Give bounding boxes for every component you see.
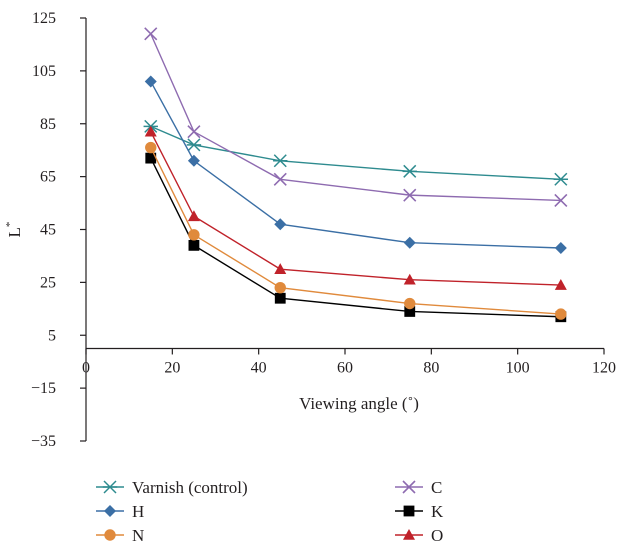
data-point [403, 236, 416, 249]
data-point [274, 281, 286, 294]
legend-item: Varnish (control) [96, 478, 248, 497]
y-tick-label: 45 [40, 222, 56, 239]
y-tick-label: −35 [31, 433, 56, 450]
data-point [145, 141, 157, 154]
series-line [150, 157, 561, 318]
x-tick-label: 80 [423, 359, 439, 376]
y-axis-title: L* [4, 222, 24, 238]
data-point [144, 75, 157, 88]
axes: 125 105 85 65 45 25 5 −15 −35 0 20 40 60 80 100 120 View… [4, 10, 616, 450]
series-line [150, 147, 561, 315]
data-point [187, 125, 201, 139]
data-point [144, 125, 157, 137]
data-point [403, 188, 417, 202]
series-5 [145, 141, 567, 320]
data-point [188, 239, 200, 251]
x-tick-label: 40 [251, 359, 267, 376]
data-point [554, 242, 567, 255]
data-point [402, 164, 417, 178]
series-2 [144, 27, 568, 207]
data-point [274, 292, 286, 304]
data-point [186, 138, 202, 152]
data-point [555, 308, 567, 320]
legend-label: Varnish (control) [132, 478, 248, 497]
y-tick-label: 5 [48, 327, 56, 344]
legend-item: K [395, 502, 444, 521]
y-tick-label: 25 [40, 274, 56, 291]
series-line [150, 81, 561, 249]
series-3 [144, 75, 567, 255]
x-axis-title: Viewing angle (˚) [299, 394, 419, 413]
y-tick-label: −15 [31, 380, 56, 397]
x-tick-label: 60 [337, 359, 353, 376]
legend-label: O [431, 526, 443, 545]
legend-item: C [395, 478, 442, 497]
y-axis-title-superscript: * [4, 222, 16, 228]
x-tick-label: 120 [592, 359, 616, 376]
series-layer [143, 27, 569, 323]
legend-marker [403, 529, 415, 540]
data-point [144, 27, 158, 41]
legend: Varnish (control) C H K N O [96, 478, 444, 545]
data-point [273, 154, 288, 168]
data-point [274, 218, 287, 231]
data-point [187, 210, 200, 222]
data-point [274, 263, 287, 274]
y-axis-title-group: L* [4, 222, 24, 238]
data-point [404, 306, 416, 317]
x-tick-label: 100 [506, 359, 530, 376]
data-point [554, 193, 568, 207]
legend-marker [402, 480, 416, 494]
series-line [150, 131, 561, 286]
legend-item: O [395, 526, 443, 545]
y-tick-label: 65 [40, 169, 56, 186]
data-point [273, 172, 287, 186]
series-line [150, 125, 561, 180]
data-point [554, 279, 567, 290]
legend-item: H [96, 502, 144, 521]
data-point [553, 172, 569, 186]
legend-label: H [132, 502, 144, 521]
legend-marker [104, 529, 116, 541]
legend-label: K [431, 502, 444, 521]
y-tick-label: 85 [40, 116, 56, 133]
y-tick-label: 105 [32, 63, 56, 80]
legend-marker [104, 505, 116, 517]
series-1 [143, 119, 569, 186]
legend-item: N [96, 526, 144, 545]
data-point [145, 152, 157, 164]
data-point [404, 297, 416, 310]
y-tick-label: 125 [32, 10, 56, 27]
data-point [187, 154, 200, 167]
legend-label: C [431, 478, 442, 497]
series-6 [144, 125, 567, 290]
legend-label: N [132, 526, 144, 545]
x-tick-label: 20 [164, 359, 180, 376]
x-tick-label: 0 [82, 359, 90, 376]
legend-marker [102, 480, 118, 494]
legend-marker [403, 505, 415, 517]
data-point [188, 229, 200, 241]
data-point [403, 273, 416, 285]
